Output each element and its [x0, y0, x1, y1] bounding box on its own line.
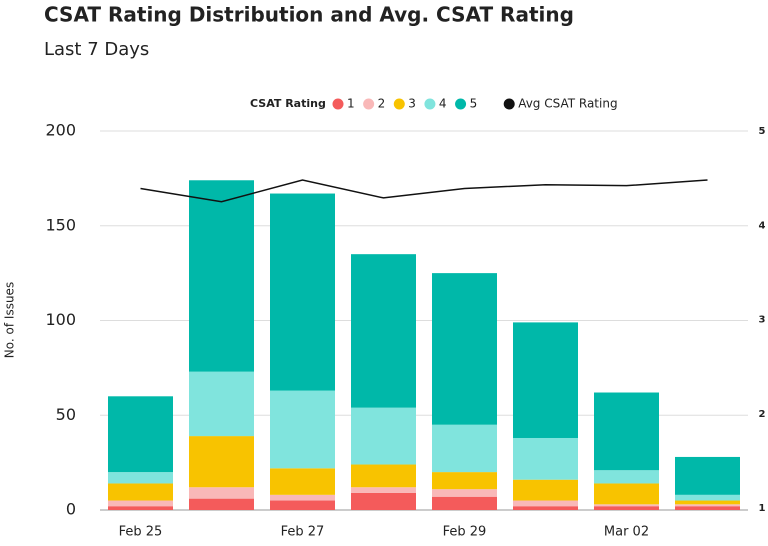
bar-segment	[594, 483, 659, 505]
bar-segment	[432, 424, 497, 473]
bar-segment	[513, 437, 578, 480]
legend-label: 5	[470, 97, 478, 111]
y-tick-label: 100	[45, 310, 76, 329]
bar-segment	[594, 470, 659, 484]
legend-label: 1	[347, 97, 355, 111]
bar-segment	[675, 506, 740, 510]
y-tick-label: 50	[56, 405, 76, 424]
bar-segment	[513, 322, 578, 438]
y-tick-label: 0	[66, 500, 76, 519]
legend-label: 2	[378, 97, 386, 111]
bar-segment	[432, 496, 497, 510]
bar-segment	[675, 494, 740, 501]
bar-segment	[108, 396, 173, 473]
legend-marker	[503, 98, 515, 110]
bar-segment	[189, 180, 254, 372]
bar-segment	[594, 504, 659, 507]
x-tick-label: Feb 29	[443, 525, 487, 540]
bar-segment	[675, 504, 740, 507]
bar-segment	[432, 489, 497, 497]
bar-segment	[270, 494, 335, 501]
bar-segment	[270, 468, 335, 495]
bar-segment	[351, 407, 416, 465]
bar-segment	[108, 472, 173, 484]
bar-segment	[270, 390, 335, 469]
bar-segment	[675, 500, 740, 505]
legend-marker	[332, 98, 344, 110]
legend-label: Avg CSAT Rating	[518, 97, 617, 111]
avg-line	[140, 179, 708, 203]
x-tick-label: Mar 02	[604, 525, 649, 540]
legend-marker	[393, 98, 405, 110]
legend-label: 3	[408, 97, 416, 111]
y2-tick-label: 5	[759, 126, 766, 137]
bar-segment	[513, 479, 578, 501]
bar-segment	[270, 193, 335, 391]
legend-marker	[363, 98, 375, 110]
y2-tick-label: 2	[759, 409, 766, 420]
y2-tick-label: 1	[759, 503, 766, 514]
y-tick-label: 150	[45, 215, 76, 234]
bar-segment	[513, 506, 578, 510]
legend-marker	[424, 98, 436, 110]
bar-segment	[513, 500, 578, 507]
bar-segment	[108, 483, 173, 501]
y-tick-label: 200	[45, 121, 76, 140]
bar-segment	[189, 498, 254, 510]
legend-label: 4	[439, 97, 447, 111]
bar-segment	[108, 500, 173, 507]
bar-segment	[432, 273, 497, 425]
bar-segment	[432, 472, 497, 490]
bar-segment	[594, 506, 659, 510]
bar-segment	[675, 456, 740, 495]
bar-segment	[351, 254, 416, 408]
bar-segment	[270, 500, 335, 510]
bar-segment	[189, 371, 254, 437]
legend-title: CSAT Rating	[250, 97, 326, 110]
x-tick-label: Feb 27	[281, 525, 325, 540]
bar-segment	[351, 492, 416, 510]
bar-segment	[351, 464, 416, 488]
y2-tick-label: 4	[759, 220, 766, 231]
legend-marker	[455, 98, 467, 110]
bar-segment	[351, 487, 416, 493]
bar-segment	[189, 487, 254, 499]
bar-segment	[189, 436, 254, 488]
chart-subtitle: Last 7 Days	[44, 39, 149, 60]
bar-segment	[594, 392, 659, 471]
x-tick-label: Feb 25	[119, 525, 163, 540]
y2-tick-label: 3	[759, 315, 766, 326]
y-axis-label: No. of Issues	[3, 282, 17, 358]
chart-title: CSAT Rating Distribution and Avg. CSAT R…	[44, 3, 574, 27]
bar-segment	[108, 506, 173, 510]
